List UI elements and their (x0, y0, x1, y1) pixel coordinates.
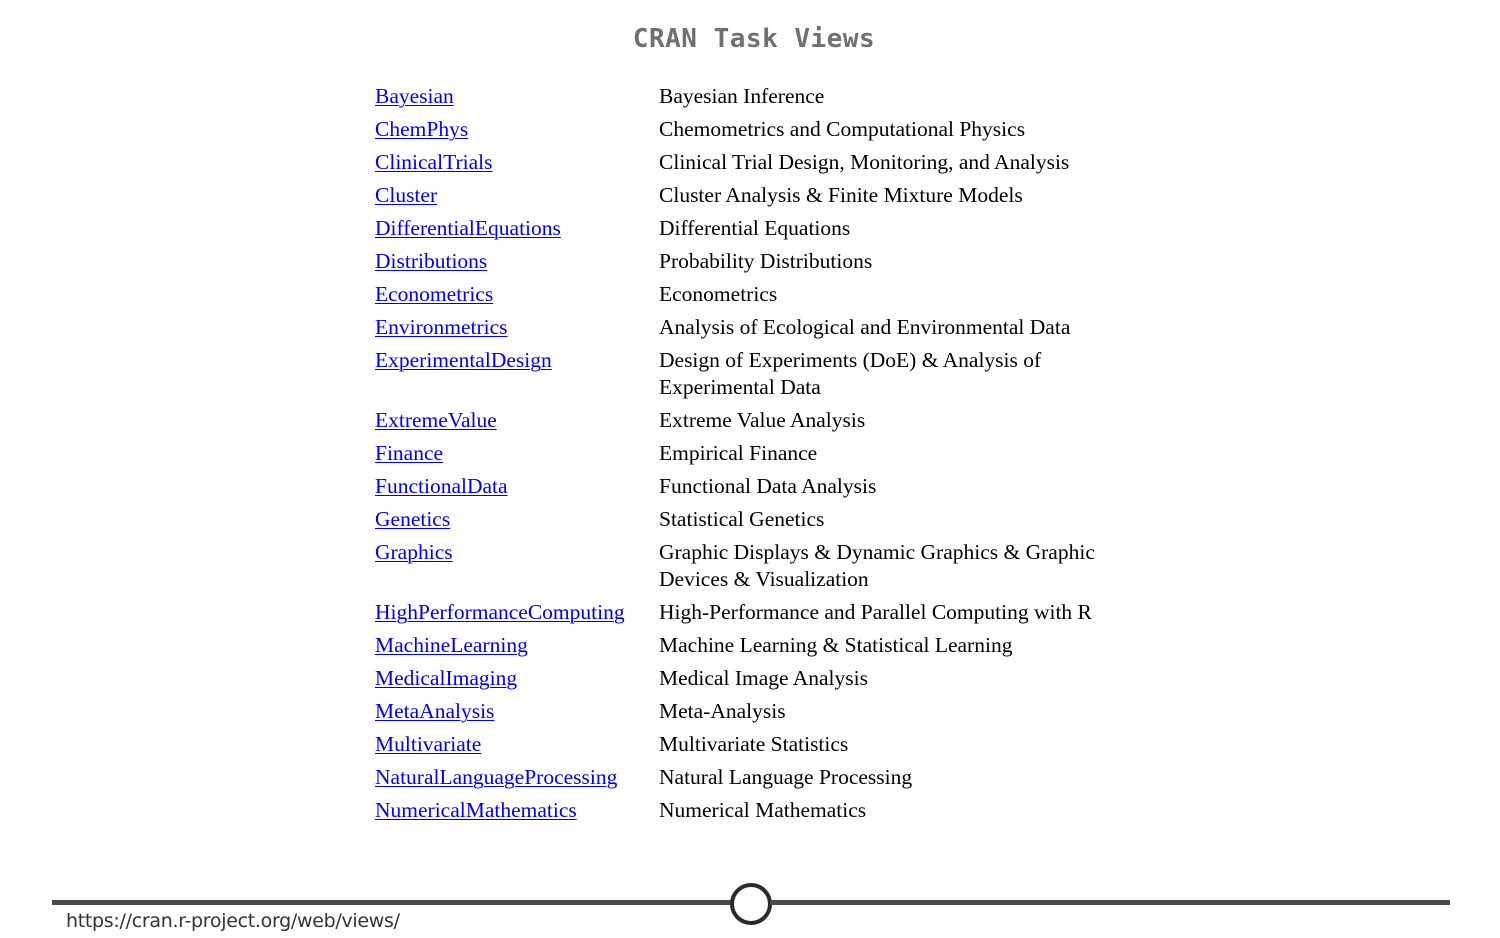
task-view-link[interactable]: Distributions (375, 249, 488, 273)
task-view-row: ExtremeValue Extreme Value Analysis (372, 407, 1127, 440)
task-view-description: High-Performance and Parallel Computing … (659, 600, 1092, 624)
source-url: https://cran.r-project.org/web/views/ (66, 910, 400, 932)
task-view-row: Finance Empirical Finance (372, 440, 1127, 473)
task-view-description: Multivariate Statistics (659, 732, 849, 756)
task-view-row: ClinicalTrials Clinical Trial Design, Mon… (372, 149, 1127, 182)
task-view-link[interactable]: Cluster (375, 183, 438, 207)
task-view-description: Machine Learning & Statistical Learning (659, 633, 1013, 657)
task-view-link[interactable]: ChemPhys (375, 117, 469, 141)
task-view-row: ExperimentalDesign Design of Experiments … (372, 347, 1127, 407)
task-view-name-cell: ExperimentalDesign (372, 347, 659, 407)
task-view-row: Environmetrics Analysis of Ecological and… (372, 314, 1127, 347)
task-view-name-cell: Multivariate (372, 731, 659, 764)
task-view-link[interactable]: NaturalLanguageProcessing (375, 765, 618, 789)
task-view-row: DifferentialEquations Differential Equati… (372, 215, 1127, 248)
task-view-description: Differential Equations (659, 216, 851, 240)
task-view-link[interactable]: MetaAnalysis (375, 699, 495, 723)
task-view-row: Econometrics Econometrics (372, 281, 1127, 314)
task-view-name-cell: FunctionalData (372, 473, 659, 506)
task-view-link[interactable]: ClinicalTrials (375, 150, 493, 174)
task-view-name-cell: NaturalLanguageProcessing (372, 764, 659, 797)
task-view-description: Functional Data Analysis (659, 474, 877, 498)
task-view-link[interactable]: HighPerformanceComputing (375, 600, 625, 624)
task-view-description: Analysis of Ecological and Environmental… (659, 315, 1071, 339)
task-view-name-cell: Bayesian (372, 83, 659, 116)
task-view-description: Natural Language Processing (659, 765, 913, 789)
task-view-description: Statistical Genetics (659, 507, 825, 531)
task-view-description: Empirical Finance (659, 441, 818, 465)
task-view-link[interactable]: ExperimentalDesign (375, 348, 552, 372)
task-view-description: Bayesian Inference (659, 84, 825, 108)
task-view-description: Econometrics (659, 282, 778, 306)
task-view-row: HighPerformanceComputing High-Performance… (372, 599, 1127, 632)
footer-divider-right (770, 900, 1450, 905)
task-view-link[interactable]: Environmetrics (375, 315, 508, 339)
task-view-description: Probability Distributions (659, 249, 873, 273)
task-view-description: Numerical Mathematics (659, 798, 867, 822)
task-view-link[interactable]: Econometrics (375, 282, 494, 306)
task-view-row: MedicalImaging Medical Image Analysis (372, 665, 1127, 698)
task-view-name-cell: DifferentialEquations (372, 215, 659, 248)
task-view-name-cell: ExtremeValue (372, 407, 659, 440)
task-view-link[interactable]: MedicalImaging (375, 666, 518, 690)
page-title: CRAN Task Views (632, 24, 876, 54)
task-view-link[interactable]: FunctionalData (375, 474, 508, 498)
task-view-name-cell: Graphics (372, 539, 659, 599)
task-view-name-cell: MetaAnalysis (372, 698, 659, 731)
task-view-row: NumericalMathematics Numerical Mathematic… (372, 797, 1127, 830)
task-view-description: Chemometrics and Computational Physics (659, 117, 1026, 141)
task-view-name-cell: Environmetrics (372, 314, 659, 347)
task-view-link[interactable]: DifferentialEquations (375, 216, 561, 240)
task-view-name-cell: Distributions (372, 248, 659, 281)
task-view-description: Cluster Analysis & Finite Mixture Models (659, 183, 1023, 207)
task-view-link[interactable]: MachineLearning (375, 633, 528, 657)
task-view-description: Extreme Value Analysis (659, 408, 866, 432)
task-view-link[interactable]: Genetics (375, 507, 451, 531)
task-view-row: Multivariate Multivariate Statistics (372, 731, 1127, 764)
task-view-row: Genetics Statistical Genetics (372, 506, 1127, 539)
task-view-name-cell: HighPerformanceComputing (372, 599, 659, 632)
task-view-row: Bayesian Bayesian Inference (372, 83, 1127, 116)
task-view-name-cell: Cluster (372, 182, 659, 215)
task-view-name-cell: NumericalMathematics (372, 797, 659, 830)
task-view-link[interactable]: Bayesian (375, 84, 454, 108)
task-view-row: ChemPhys Chemometrics and Computational P… (372, 116, 1127, 149)
task-view-link[interactable]: Finance (375, 441, 444, 465)
task-view-description: Design of Experiments (DoE) & Analysis o… (659, 348, 1042, 399)
task-view-name-cell: Genetics (372, 506, 659, 539)
footer-circle-marker (730, 883, 772, 925)
task-view-description: Medical Image Analysis (659, 666, 868, 690)
footer-divider-left (52, 900, 732, 905)
task-view-link[interactable]: NumericalMathematics (375, 798, 577, 822)
task-view-link[interactable]: Multivariate (375, 732, 482, 756)
task-view-name-cell: Econometrics (372, 281, 659, 314)
task-view-row: Cluster Cluster Analysis & Finite Mixture… (372, 182, 1127, 215)
task-views-table: Bayesian Bayesian Inference ChemPhys Chemom… (372, 83, 1127, 830)
task-view-name-cell: MedicalImaging (372, 665, 659, 698)
task-view-link[interactable]: ExtremeValue (375, 408, 497, 432)
task-view-description: Clinical Trial Design, Monitoring, and A… (659, 150, 1070, 174)
task-view-link[interactable]: Graphics (375, 540, 453, 564)
task-views-list: Bayesian Bayesian Inference ChemPhys Chemom… (372, 83, 1127, 830)
task-view-name-cell: Finance (372, 440, 659, 473)
task-view-description: Graphic Displays & Dynamic Graphics & Gr… (659, 540, 1095, 591)
task-view-name-cell: ClinicalTrials (372, 149, 659, 182)
task-view-description: Meta-Analysis (659, 699, 786, 723)
task-view-row: Distributions Probability Distributions (372, 248, 1127, 281)
task-view-name-cell: MachineLearning (372, 632, 659, 665)
task-view-row: Graphics Graphic Displays & Dynamic Graph… (372, 539, 1127, 599)
task-view-row: MachineLearning Machine Learning & Statis… (372, 632, 1127, 665)
task-view-name-cell: ChemPhys (372, 116, 659, 149)
task-view-row: NaturalLanguageProcessing Natural Languag… (372, 764, 1127, 797)
task-view-row: MetaAnalysis Meta-Analysis (372, 698, 1127, 731)
task-view-row: FunctionalData Functional Data Analysis (372, 473, 1127, 506)
